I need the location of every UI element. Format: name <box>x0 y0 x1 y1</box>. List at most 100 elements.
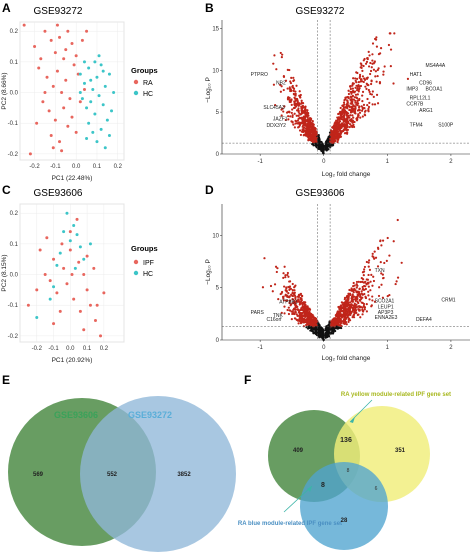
point-b-sig <box>287 110 290 113</box>
panel-a: A GSE93272 -0.2 -0.1 0.0 0.1 0.2 -0.2 -0.1 0.0 0… <box>1 1 158 182</box>
point-d-sig <box>357 294 360 297</box>
point-d-sig <box>363 288 366 291</box>
point-b-sig <box>347 89 350 92</box>
point-d-ns <box>310 329 313 333</box>
y-axis-label-d: −Log₁₀ P <box>205 259 212 285</box>
point-b-sig <box>369 61 372 65</box>
legend-label-ra: RA <box>143 80 153 87</box>
point-d-ns <box>321 328 324 331</box>
point-b-sig <box>367 84 370 87</box>
point-b-sig <box>361 100 364 103</box>
point-d-sig <box>350 298 354 301</box>
point-d-sig <box>287 306 290 309</box>
point-b-sig <box>371 62 374 65</box>
point-b-sig <box>337 128 340 131</box>
point-b-sig <box>284 79 288 82</box>
point-d-sig <box>368 259 371 262</box>
point-b-sig <box>302 116 305 119</box>
point-d-sig <box>292 308 295 311</box>
point-b-sig <box>297 126 300 129</box>
point-a-ra <box>47 109 51 113</box>
point-b-sig <box>358 109 361 112</box>
legend-label-hc-c: HC <box>143 271 153 278</box>
point-b-sig <box>295 109 299 112</box>
y-tick-label: 5 <box>216 286 220 292</box>
point-b-sig <box>298 94 301 97</box>
point-d-sig <box>354 307 357 310</box>
point-d-sig <box>357 305 360 308</box>
point-b-ns <box>322 151 325 154</box>
point-b-sig <box>287 115 290 118</box>
point-a-ra <box>60 91 64 95</box>
point-d-sig <box>309 312 312 315</box>
point-d-sig <box>284 294 287 297</box>
point-b-sig <box>290 103 293 106</box>
point-d-sig <box>344 299 348 303</box>
point-b-sig <box>295 114 298 117</box>
point-a-hc <box>85 106 89 110</box>
point-a-hc <box>87 121 91 125</box>
point-d-sig <box>363 265 367 269</box>
point-b-sig <box>329 133 332 137</box>
point-b-sig <box>310 139 313 142</box>
legend-marker-ra <box>133 79 139 85</box>
point-d-sig <box>349 313 352 316</box>
legend-label-ipf: IPF <box>143 260 154 267</box>
point-b-sig <box>290 98 293 101</box>
point-b-sig <box>361 90 365 94</box>
point-b-sig <box>310 121 313 125</box>
point-d-sig <box>361 306 364 309</box>
legend-title-c: Groups <box>131 244 158 253</box>
point-b-sig <box>351 83 354 86</box>
point-d-ns <box>308 325 311 328</box>
point-b-sig <box>292 87 296 90</box>
point-b-sig <box>356 116 359 119</box>
point-a-ra <box>66 124 70 128</box>
gene-label: SCO2A1 <box>375 298 395 304</box>
x-tick-label: 0.1 <box>93 164 102 170</box>
point-d-sig <box>348 288 351 292</box>
point-c-ipf <box>78 309 82 313</box>
y-tick-label: 0.2 <box>10 211 19 217</box>
panel-c: C GSE93606 -0.2 -0.1 0.0 0.1 0.2 -0.2 -0.1 0.0 0… <box>1 183 158 364</box>
point-d-ns <box>318 324 321 327</box>
point-d-sig <box>283 305 286 308</box>
point-b-sig <box>359 84 363 88</box>
point-b-sig <box>361 107 364 111</box>
point-b-sig <box>339 116 342 119</box>
point-d-sig <box>308 315 312 318</box>
points-a <box>22 23 116 156</box>
point-d-ns <box>326 327 329 331</box>
point-c-hc <box>35 315 39 319</box>
point-d-sig <box>291 288 294 292</box>
point-b-sig <box>296 104 300 107</box>
point-b-sig <box>352 98 356 101</box>
point-d-sig <box>302 311 305 314</box>
point-b-sig <box>354 93 358 96</box>
point-d-ns <box>325 329 328 332</box>
point-d-sig <box>313 318 316 321</box>
point-d-ns <box>327 323 331 327</box>
point-a-ra <box>41 100 45 104</box>
x-tick-label: 0.2 <box>100 346 109 352</box>
point-b-sig <box>357 114 360 117</box>
venn-count-blue-only: 28 <box>341 518 348 524</box>
point-d-sig <box>352 288 355 291</box>
point-b-sig <box>275 68 278 71</box>
point-b-sig <box>376 102 380 105</box>
gene-label: DEFA4 <box>416 317 432 323</box>
point-a-hc <box>103 84 107 88</box>
x-tick-label: 0 <box>322 159 326 165</box>
gene-label: BCOA1 <box>425 86 442 92</box>
point-d-sig <box>359 316 362 319</box>
point-d-sig <box>284 276 287 279</box>
point-d-sig <box>347 320 350 324</box>
point-a-ra <box>85 29 89 33</box>
point-a-hc <box>89 100 93 104</box>
point-d-sig <box>339 320 343 323</box>
point-c-hc <box>52 285 56 289</box>
point-d-sig <box>288 280 292 283</box>
point-b-sig <box>289 89 292 93</box>
point-c-ipf <box>38 248 42 252</box>
point-b-ns <box>326 138 329 141</box>
